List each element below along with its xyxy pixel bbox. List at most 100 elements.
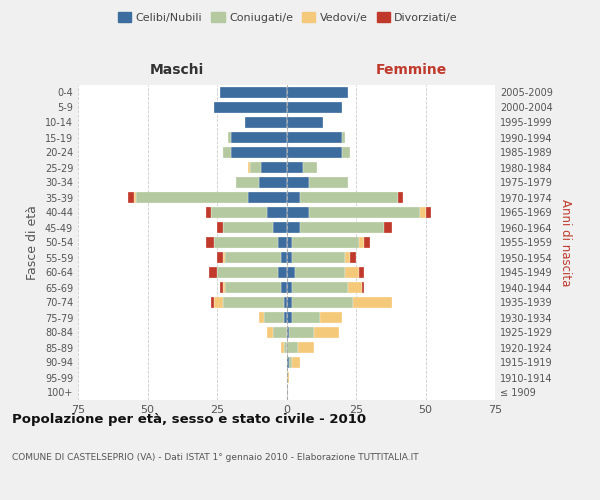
Bar <box>217 252 223 264</box>
Bar <box>292 356 301 368</box>
Bar <box>262 162 287 173</box>
Bar <box>342 132 345 143</box>
Y-axis label: Fasce di età: Fasce di età <box>26 205 39 280</box>
Bar <box>347 282 362 294</box>
Bar <box>231 146 287 158</box>
Bar <box>287 132 342 143</box>
Bar <box>281 342 284 353</box>
Bar <box>287 252 292 264</box>
Bar <box>211 206 267 218</box>
Bar <box>214 102 287 114</box>
Bar <box>314 326 340 338</box>
Bar <box>287 296 292 308</box>
Bar <box>301 192 398 203</box>
Bar <box>292 252 345 264</box>
Bar <box>217 266 278 278</box>
Bar <box>287 86 347 99</box>
Legend: Celibi/Nubili, Coniugati/e, Vedovi/e, Divorziati/e: Celibi/Nubili, Coniugati/e, Vedovi/e, Di… <box>113 8 463 28</box>
Bar <box>278 236 287 248</box>
Bar <box>223 296 284 308</box>
Bar <box>287 372 289 384</box>
Bar <box>287 312 292 324</box>
Bar <box>359 266 364 278</box>
Bar <box>217 222 223 234</box>
Bar <box>301 222 384 234</box>
Bar <box>128 192 134 203</box>
Bar <box>359 236 364 248</box>
Bar <box>287 222 301 234</box>
Bar <box>398 192 403 203</box>
Bar <box>136 192 248 203</box>
Bar <box>309 206 420 218</box>
Bar <box>223 252 226 264</box>
Bar <box>287 146 342 158</box>
Bar <box>287 102 342 114</box>
Y-axis label: Anni di nascita: Anni di nascita <box>559 199 572 286</box>
Bar <box>231 132 287 143</box>
Bar <box>287 356 289 368</box>
Bar <box>342 146 350 158</box>
Bar <box>420 206 425 218</box>
Text: COMUNE DI CASTELSEPRIO (VA) - Dati ISTAT 1° gennaio 2010 - Elaborazione TUTTITAL: COMUNE DI CASTELSEPRIO (VA) - Dati ISTAT… <box>12 452 419 462</box>
Bar <box>287 266 295 278</box>
Bar <box>228 132 231 143</box>
Bar <box>223 282 226 294</box>
Bar <box>284 342 287 353</box>
Bar <box>272 326 287 338</box>
Bar <box>295 266 345 278</box>
Bar <box>226 282 281 294</box>
Bar <box>320 312 342 324</box>
Bar <box>211 296 214 308</box>
Bar <box>281 252 287 264</box>
Bar <box>223 146 231 158</box>
Bar <box>287 206 309 218</box>
Bar <box>284 312 287 324</box>
Bar <box>303 162 317 173</box>
Bar <box>287 192 301 203</box>
Bar <box>289 356 292 368</box>
Text: Femmine: Femmine <box>376 64 446 78</box>
Bar <box>364 236 370 248</box>
Bar <box>220 86 287 99</box>
Bar <box>214 296 223 308</box>
Bar <box>287 116 323 128</box>
Bar <box>264 312 284 324</box>
Bar <box>267 206 287 218</box>
Bar <box>284 296 287 308</box>
Text: Maschi: Maschi <box>150 64 204 78</box>
Bar <box>384 222 392 234</box>
Bar <box>309 176 347 188</box>
Bar <box>287 326 289 338</box>
Bar <box>250 162 262 173</box>
Bar <box>353 296 392 308</box>
Bar <box>287 236 292 248</box>
Bar <box>206 236 214 248</box>
Bar <box>287 162 303 173</box>
Bar <box>425 206 431 218</box>
Bar <box>248 162 250 173</box>
Bar <box>214 236 278 248</box>
Bar <box>209 266 217 278</box>
Bar <box>292 282 347 294</box>
Bar <box>220 282 223 294</box>
Bar <box>245 116 287 128</box>
Bar <box>278 266 287 278</box>
Bar <box>226 252 281 264</box>
Bar <box>248 192 287 203</box>
Bar <box>272 222 287 234</box>
Bar <box>206 206 211 218</box>
Bar <box>289 326 314 338</box>
Text: Popolazione per età, sesso e stato civile - 2010: Popolazione per età, sesso e stato civil… <box>12 412 366 426</box>
Bar <box>259 312 264 324</box>
Bar <box>134 192 136 203</box>
Bar <box>223 222 272 234</box>
Bar <box>298 342 314 353</box>
Bar <box>267 326 272 338</box>
Bar <box>292 312 320 324</box>
Bar <box>281 282 287 294</box>
Bar <box>345 252 350 264</box>
Bar <box>350 252 356 264</box>
Bar <box>236 176 259 188</box>
Bar <box>287 176 309 188</box>
Bar <box>287 342 298 353</box>
